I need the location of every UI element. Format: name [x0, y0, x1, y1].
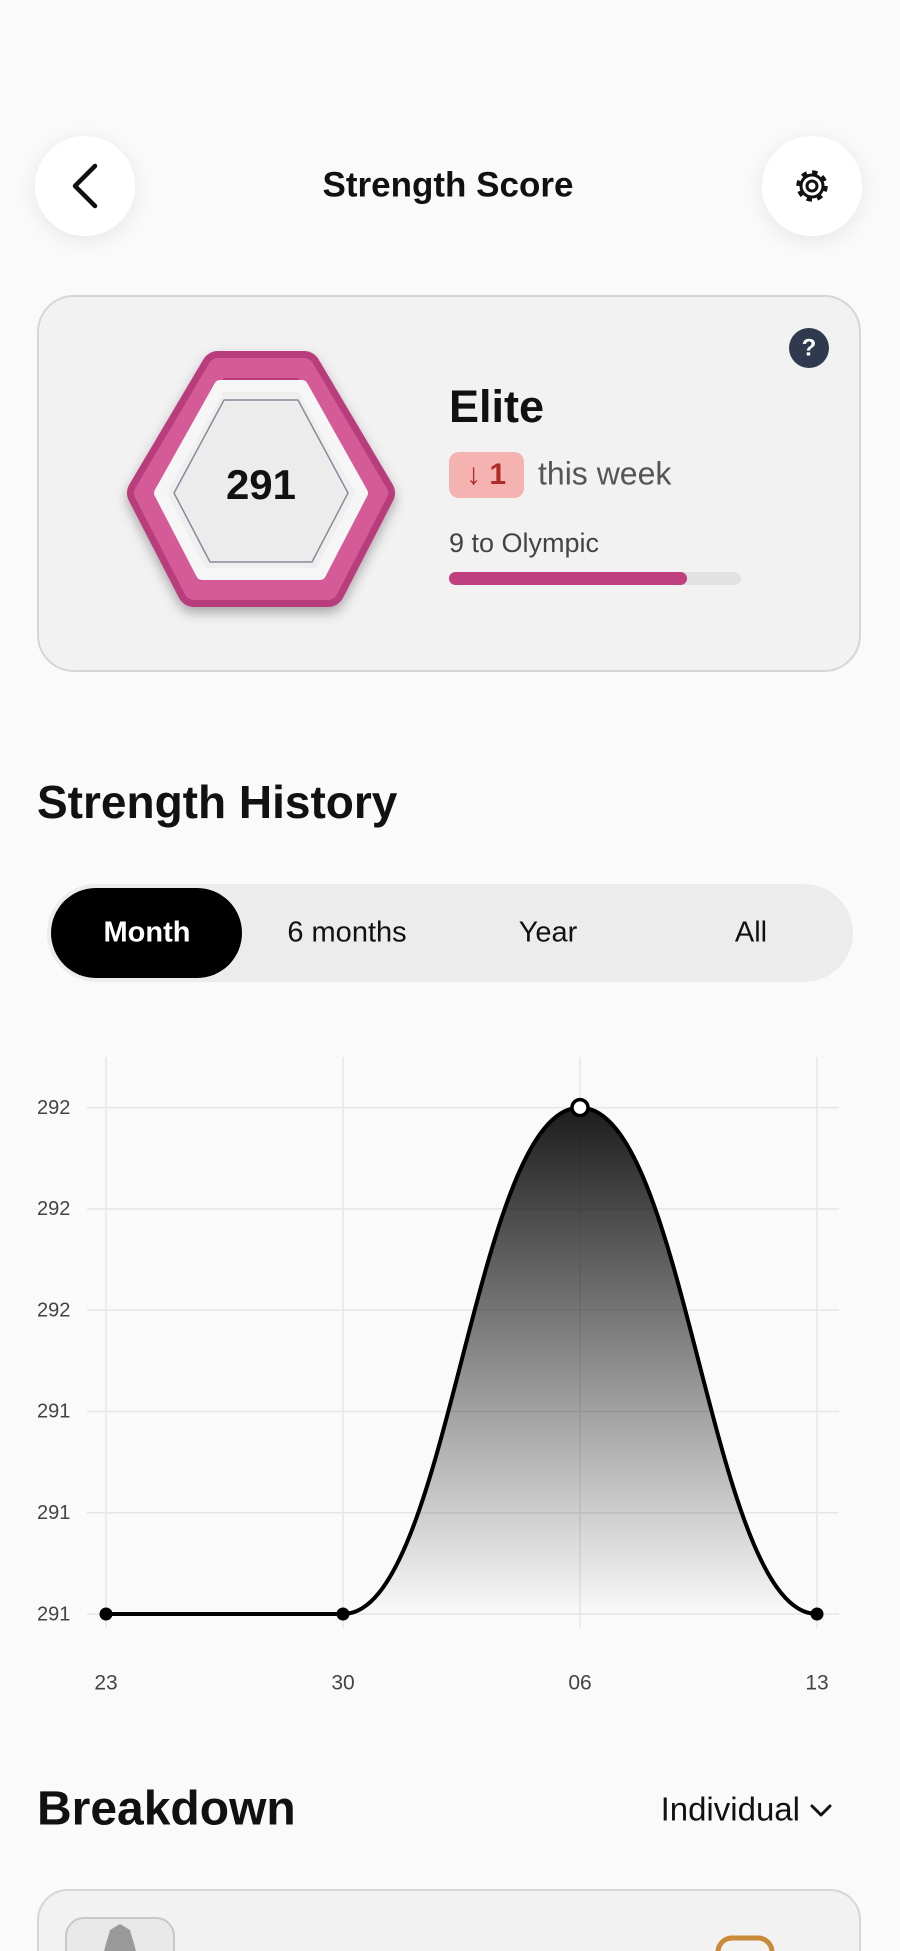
back-button[interactable] [35, 136, 135, 236]
y-tick-label: 291 [37, 1603, 70, 1625]
range-option[interactable]: 6 months [287, 917, 406, 949]
range-selector [47, 884, 853, 982]
data-point [570, 1097, 590, 1118]
change-period: this week [538, 455, 672, 491]
x-tick-label: 13 [805, 1672, 828, 1695]
score-value: 291 [226, 461, 296, 508]
section-title: Strength History [37, 776, 398, 828]
x-tick-label: 30 [331, 1672, 354, 1695]
y-tick-label: 291 [37, 1401, 70, 1423]
rank-icon [715, 1935, 775, 1951]
page-title: Strength Score [323, 165, 574, 204]
chart: 291 291 291 292 292 292 23 30 06 13 [37, 1057, 839, 1695]
dropdown-icon [810, 1804, 832, 1817]
change-value: ↓ 1 [466, 458, 506, 491]
range-option[interactable]: All [735, 917, 767, 949]
y-tick-label: 292 [37, 1097, 70, 1119]
line-area [106, 1107, 817, 1614]
data-point [336, 1607, 350, 1621]
muscle-figure [104, 1924, 136, 1951]
settings-icon [796, 170, 828, 202]
y-tick-label: 292 [37, 1198, 70, 1220]
data-point [99, 1607, 113, 1621]
help-button[interactable] [789, 328, 829, 368]
range-selected [51, 888, 242, 978]
next-level: 9 to Olympic [449, 528, 599, 558]
data-point [810, 1607, 824, 1621]
section-title: Breakdown [37, 1783, 296, 1836]
y-tick-label: 291 [37, 1502, 70, 1524]
y-tick-label: 292 [37, 1299, 70, 1321]
help-icon: ? [802, 334, 817, 361]
range-option[interactable]: Month [104, 917, 191, 949]
score-badge [127, 351, 395, 607]
x-tick-label: 06 [568, 1672, 591, 1695]
line [106, 1105, 818, 1616]
x-tick-label: 23 [94, 1672, 117, 1695]
settings-button[interactable] [762, 136, 862, 236]
breakdown-card [37, 1889, 861, 1951]
range-option[interactable]: Year [519, 917, 578, 949]
progress-fill [449, 572, 687, 585]
filter-dropdown[interactable]: Individual [661, 1791, 800, 1828]
back-icon [72, 163, 98, 209]
level-name: Elite [449, 381, 544, 432]
change-badge [449, 452, 524, 498]
